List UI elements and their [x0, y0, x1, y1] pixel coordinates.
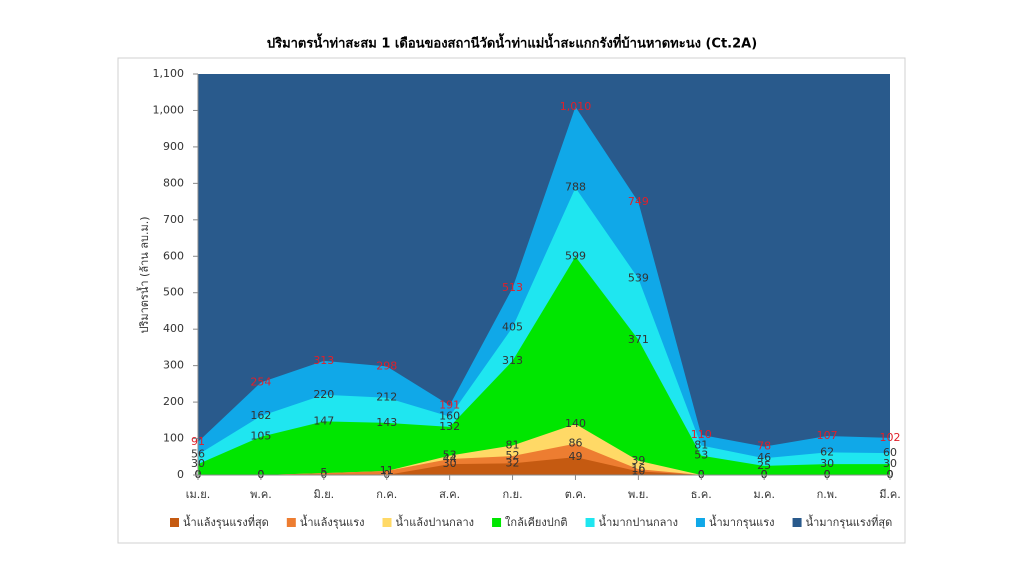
x-tick-label: มิ.ย.: [313, 488, 334, 501]
legend-swatch: [492, 518, 502, 527]
data-label: 1,010: [560, 100, 592, 113]
data-label: 49: [568, 450, 582, 463]
legend-label: น้ำมากรุนแรงที่สุด: [806, 514, 893, 529]
data-label: 140: [565, 417, 586, 430]
x-tick-label: ต.ค.: [565, 488, 587, 501]
y-tick-label: 800: [163, 176, 184, 189]
data-label: 39: [631, 454, 645, 467]
legend-label: น้ำแล้งรุนแรง: [300, 514, 365, 529]
y-tick-label: 300: [163, 359, 184, 372]
y-tick-label: 1,100: [153, 67, 185, 80]
legend-label: น้ำมากรุนแรง: [709, 514, 775, 529]
y-tick-label: 500: [163, 286, 184, 299]
x-tick-label: ก.ค.: [376, 488, 397, 501]
data-label: 191: [439, 398, 460, 411]
x-tick-label: ส.ค.: [439, 488, 460, 501]
y-tick-label: 600: [163, 249, 184, 262]
data-label: 162: [250, 409, 271, 422]
x-tick-label: เม.ย.: [186, 488, 210, 501]
data-label: 16: [631, 462, 645, 475]
data-label: 788: [565, 181, 586, 194]
legend-label: น้ำแล้งรุนแรงที่สุด: [183, 514, 269, 529]
data-label: 30: [443, 457, 457, 470]
legend-swatch: [792, 518, 802, 527]
data-label: 11: [380, 464, 394, 477]
legend-swatch: [382, 518, 392, 527]
x-tick-label: มี.ค.: [879, 488, 901, 501]
legend-swatch: [585, 518, 595, 527]
data-label: 160: [439, 410, 460, 423]
data-label: 30: [883, 457, 897, 470]
data-label: 313: [313, 354, 334, 367]
y-tick-label: 400: [163, 322, 184, 335]
data-label: 81: [506, 438, 520, 451]
data-label: 44: [443, 452, 457, 465]
data-label: 405: [502, 320, 523, 333]
x-tick-label: ธ.ค.: [691, 488, 712, 501]
data-label: 107: [817, 429, 838, 442]
y-tick-label: 200: [163, 395, 184, 408]
data-label: 10: [631, 464, 645, 477]
area: [198, 443, 890, 475]
data-label: 105: [250, 430, 271, 443]
chart-title: ปริมาตรน้ำท่าสะสม 1 เดือนของสถานีวัดน้ำท…: [267, 33, 757, 52]
data-label: 78: [757, 440, 771, 453]
data-label: 513: [502, 281, 523, 294]
data-label: 298: [376, 359, 397, 372]
y-axis-title: ปริมาตรน้ำ (ล้าน ลบ.ม.): [136, 216, 151, 333]
data-label: 32: [506, 456, 520, 469]
data-label: 53: [443, 449, 457, 462]
data-label: 254: [250, 375, 271, 388]
data-label: 86: [568, 437, 582, 450]
y-tick-label: 1,000: [153, 103, 185, 116]
area: [198, 423, 890, 475]
x-tick-label: ม.ค.: [753, 488, 775, 501]
data-label: 143: [376, 416, 397, 429]
data-label: 11: [380, 464, 394, 477]
x-tick-label: ก.ย.: [502, 488, 522, 501]
x-tick-label: พ.ย.: [628, 488, 649, 501]
data-label: 52: [506, 449, 520, 462]
area: [198, 256, 890, 475]
data-label: 599: [565, 250, 586, 263]
data-label: 25: [757, 459, 771, 472]
data-label: 81: [694, 438, 708, 451]
data-label: 212: [376, 391, 397, 404]
data-label: 220: [313, 388, 334, 401]
area: [198, 457, 890, 475]
legend-label: น้ำแล้งปานกลาง: [396, 514, 475, 529]
data-label: 30: [820, 457, 834, 470]
legend-label: ใกล้เคียงปกติ: [505, 516, 568, 529]
y-tick-label: 700: [163, 213, 184, 226]
data-label: 53: [694, 449, 708, 462]
data-label: 110: [691, 428, 712, 441]
data-label: 749: [628, 195, 649, 208]
y-tick-label: 0: [177, 468, 184, 481]
y-tick-label: 100: [163, 432, 184, 445]
data-label: 147: [313, 414, 334, 427]
x-tick-label: พ.ค.: [250, 488, 272, 501]
legend-label: น้ำมากปานกลาง: [599, 514, 678, 529]
data-label: 539: [628, 272, 649, 285]
y-tick-label: 900: [163, 140, 184, 153]
legend-swatch: [286, 518, 296, 527]
data-label: 62: [820, 445, 834, 458]
data-label: 5: [320, 466, 327, 479]
data-label: 371: [628, 333, 649, 346]
legend-swatch: [170, 518, 179, 527]
x-tick-label: ก.พ.: [817, 488, 838, 501]
legend-swatch: [695, 518, 705, 527]
data-label: 132: [439, 420, 460, 433]
data-label: 60: [883, 446, 897, 459]
data-label: 5: [320, 466, 327, 479]
data-label: 313: [502, 354, 523, 367]
data-label: 46: [757, 451, 771, 464]
data-label: 102: [880, 431, 901, 444]
